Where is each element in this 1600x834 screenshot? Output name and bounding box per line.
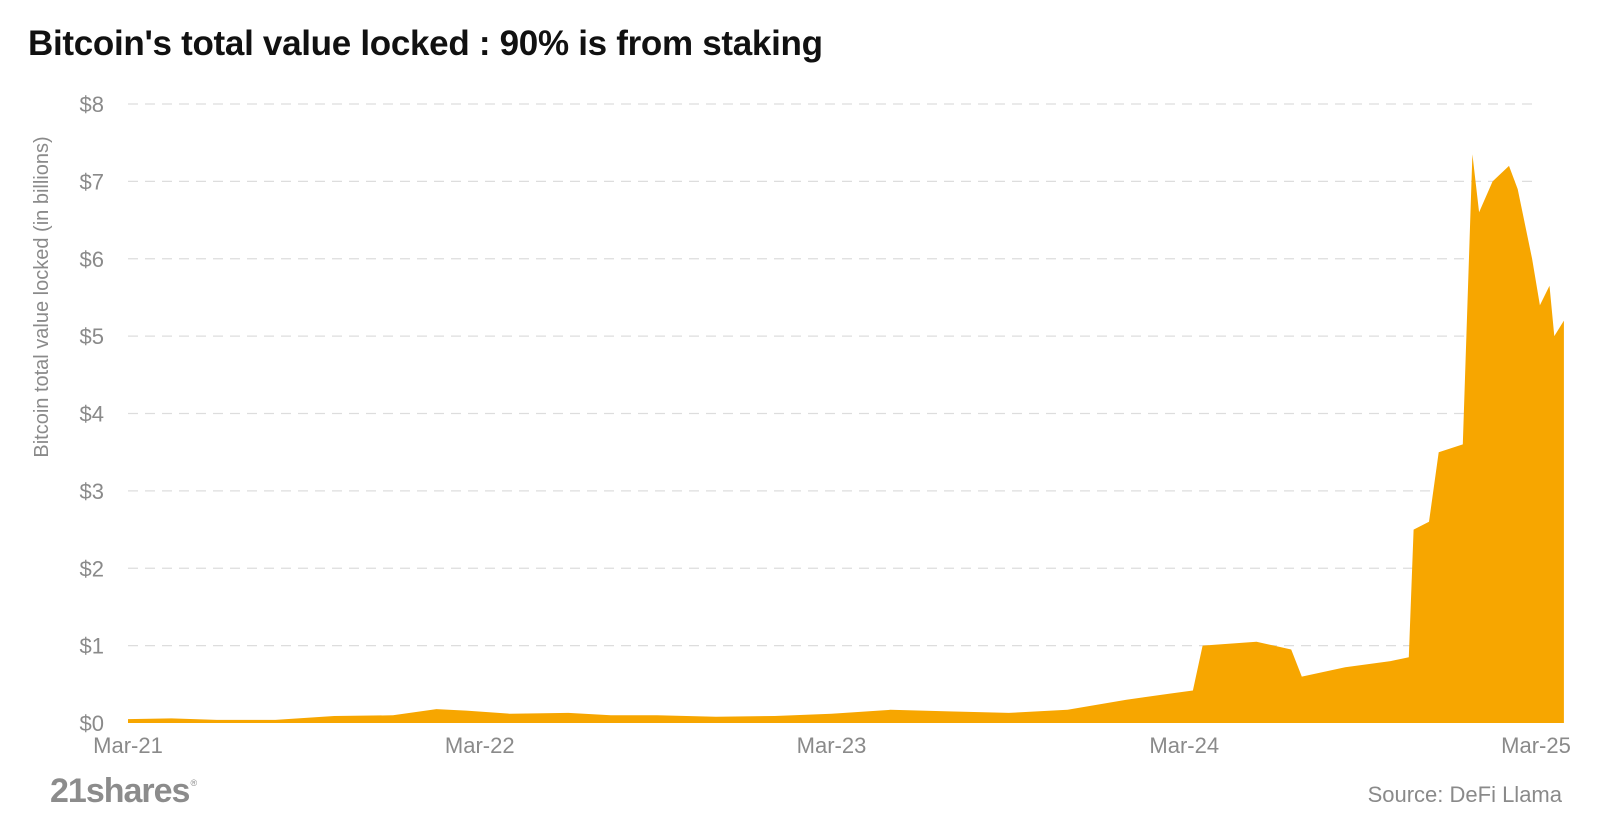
y-tick-label: $6 bbox=[80, 247, 104, 272]
x-tick-label: Mar-22 bbox=[445, 733, 515, 758]
tvl-area-series bbox=[128, 154, 1564, 724]
y-tick-label: $5 bbox=[80, 324, 104, 349]
y-tick-label: $3 bbox=[80, 479, 104, 504]
chart-title: Bitcoin's total value locked : 90% is fr… bbox=[28, 24, 823, 63]
x-axis-ticks: Mar-21 Mar-22 Mar-23 Mar-24 Mar-25 bbox=[93, 733, 1571, 758]
y-tick-label: $8 bbox=[80, 92, 104, 117]
x-tick-label: Mar-21 bbox=[93, 733, 163, 758]
brand-logo: 21shares® bbox=[50, 772, 197, 811]
y-axis-ticks: $0 $1 $2 $3 $4 $5 $6 $7 $8 bbox=[80, 92, 104, 736]
y-tick-label: $0 bbox=[80, 711, 104, 736]
y-tick-label: $1 bbox=[80, 634, 104, 659]
x-tick-label: Mar-23 bbox=[797, 733, 867, 758]
y-tick-label: $2 bbox=[80, 556, 104, 581]
y-tick-label: $4 bbox=[80, 402, 104, 427]
logo-text: 21shares bbox=[50, 772, 190, 810]
gridlines bbox=[128, 103, 1536, 647]
y-tick-label: $7 bbox=[80, 169, 104, 194]
source-note: Source: DeFi Llama bbox=[1367, 782, 1562, 807]
y-axis-label: Bitcoin total value locked (in billions) bbox=[31, 136, 53, 457]
logo-registered-mark: ® bbox=[190, 778, 197, 788]
x-tick-label: Mar-25 bbox=[1501, 733, 1571, 758]
x-tick-label: Mar-24 bbox=[1149, 733, 1219, 758]
data-area bbox=[128, 154, 1564, 724]
